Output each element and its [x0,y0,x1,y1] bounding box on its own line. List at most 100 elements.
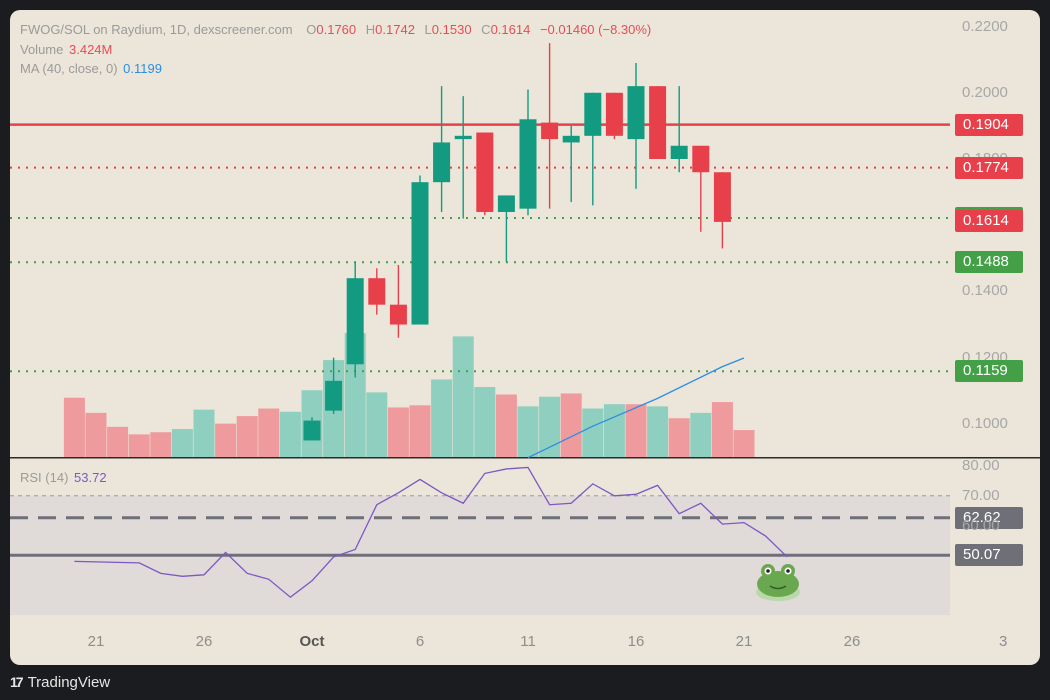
rsi-legend: RSI (14) 53.72 [20,470,107,485]
change-value: −0.01460 (−8.30%) [539,22,652,37]
volume-bar [63,397,85,457]
volume-bar [279,411,301,457]
candle-body [497,195,515,212]
volume-bar [258,408,280,457]
price-tick-label: 0.2200 [962,17,1008,35]
price-tick-label: 0.2000 [962,83,1008,101]
candle [627,62,645,189]
candle-body [303,420,321,441]
candle [584,92,602,206]
ma-legend: MA (40, close, 0) 0.1199 [20,61,162,76]
volume-bar [431,379,453,457]
volume-bar [539,396,561,457]
volume-bar [668,418,690,457]
candle-body [562,135,580,143]
candle-body [519,119,537,209]
candle-body [584,92,602,136]
candle-body [605,92,623,136]
price-level-label: 0.1159 [955,360,1023,383]
candle [411,175,429,325]
ma-value: 0.1199 [123,61,162,76]
volume-bar [517,406,539,457]
candle-body [454,135,472,140]
candle-body [389,304,407,325]
candle-body [411,182,429,325]
open-value: 0.1760 [316,22,357,37]
close-value: 0.1614 [490,22,531,37]
price-tick-label: 0.1000 [962,414,1008,432]
candle [692,145,710,232]
price-level-label: 0.1488 [955,251,1023,274]
rsi-tick-label: 60.00 [962,516,1000,534]
volume-bar [85,412,107,457]
volume-bar [128,434,150,457]
volume-bar [107,426,129,457]
candle-body [670,145,688,159]
volume-bar [366,392,388,457]
footer: 17 TradingView [10,670,110,694]
candle-body [692,145,710,173]
candle-body [541,122,559,140]
volume-bar [495,394,517,457]
volume-bar [582,408,604,457]
volume-bar [474,387,496,457]
rsi-tick-label: 80.00 [962,456,1000,474]
candle [476,132,494,216]
volume-bar [625,404,647,457]
price-tick-label: 0.1400 [962,282,1008,300]
time-tick-label: 26 [195,633,213,650]
candle [562,125,580,203]
candle [649,86,667,159]
volume-bar [150,432,172,457]
volume-bar [215,423,237,457]
volume-bar [409,405,431,457]
candle-body [346,278,364,365]
low-value: 0.1530 [431,22,472,37]
price-level-label: 0.1904 [955,113,1023,136]
rsi-level-label: 62.62 [955,506,1023,529]
candle-body [368,278,386,305]
rsi-tick-label: 70.00 [962,486,1000,504]
ma-line [527,357,745,459]
volume-bar [452,336,474,457]
price-level-label: 0.1614 [955,209,1023,232]
candle [541,43,559,209]
time-tick-label: 21 [87,633,105,650]
volume-bar [647,406,669,457]
candle-body [476,132,494,212]
volume-legend: Volume 3.424M [20,42,113,57]
time-tick-label: 6 [415,633,425,650]
candle [497,195,515,262]
time-tick-label: Oct [299,633,325,650]
candle [519,89,537,216]
candle [325,357,343,414]
candle-body [325,380,343,411]
rsi-value: 53.72 [74,470,107,485]
candle-body [433,142,451,183]
volume-bar [603,404,625,457]
ohlc-legend: FWOG/SOL on Raydium, 1D, dexscreener.com… [20,22,652,37]
candle [605,92,623,140]
volume-bar [560,393,582,457]
high-value: 0.1742 [375,22,415,37]
candle-body [627,86,645,140]
volume-bar [171,429,193,457]
chart-canvas[interactable] [10,10,1040,630]
candle [454,96,472,219]
candle-body [713,172,731,222]
rsi-level-label: 50.07 [955,544,1023,567]
candle [713,172,731,249]
candle [433,86,451,212]
time-tick-label: 11 [520,633,536,650]
frog-mascot-icon [756,564,800,601]
candle [346,261,364,378]
candle [303,417,321,441]
candle [389,264,407,338]
volume-bar [690,412,712,457]
chart-panel: FWOG/SOL on Raydium, 1D, dexscreener.com… [10,10,1040,665]
pair-title: FWOG/SOL on Raydium, 1D, dexscreener.com [20,22,293,37]
candle-body [649,86,667,159]
time-tick-label: 21 [735,633,753,650]
volume-bar [733,430,755,457]
time-tick-label: 16 [627,633,645,650]
